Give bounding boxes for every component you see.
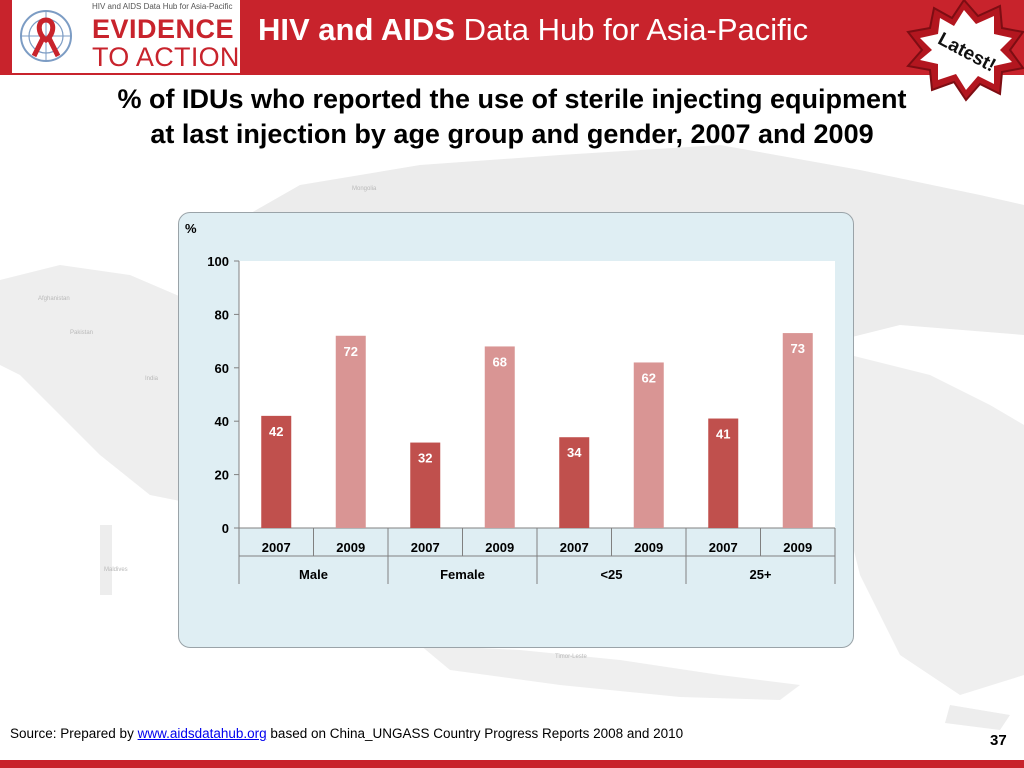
y-tick-label: 20: [215, 468, 229, 483]
header-bar: HIV and AIDS Data Hub for Asia-Pacific E…: [0, 0, 1024, 75]
x-tick-label-year: 2009: [336, 540, 365, 555]
bar: [261, 415, 292, 528]
x-tick-label-year: 2009: [485, 540, 514, 555]
x-group-label: Female: [440, 567, 485, 582]
source-prefix: Source: Prepared by: [10, 726, 138, 741]
map-label-india: India: [145, 376, 159, 382]
x-tick-label-year: 2007: [262, 540, 291, 555]
x-tick-label-year: 2009: [783, 540, 812, 555]
slide-title-line1: % of IDUs who reported the use of steril…: [117, 84, 907, 114]
page-number: 37: [990, 732, 1007, 749]
x-group-label: Male: [299, 567, 328, 582]
source-link[interactable]: www.aidsdatahub.org: [137, 726, 267, 741]
y-tick-label: 40: [215, 414, 229, 429]
x-tick-label-year: 2007: [560, 540, 589, 555]
bar: [708, 418, 739, 528]
plot-area: [239, 261, 835, 528]
header-title-bold: HIV and AIDS: [258, 12, 455, 47]
bar: [484, 346, 515, 528]
bar-data-label: 41: [716, 427, 730, 442]
bar-data-label: 42: [269, 424, 283, 439]
map-label-mongolia: Mongolia: [352, 186, 377, 192]
slide-title: % of IDUs who reported the use of steril…: [0, 82, 1024, 152]
badge-inner-star: [920, 10, 1012, 90]
bar: [782, 333, 813, 528]
map-label-pakistan: Pakistan: [70, 330, 94, 336]
logo-to-action-text: TO ACTION: [92, 42, 240, 72]
chart-panel: % 0 20 40 60 80 100 42 2007 72 2009 32 2007 68 2009 34 2…: [178, 212, 854, 648]
slide-title-line2: at last injection by age group and gende…: [150, 119, 874, 150]
header-title-rest: Data Hub for Asia-Pacific: [463, 12, 809, 47]
bar: [410, 442, 441, 528]
un-ribbon-emblem-icon: [20, 10, 72, 62]
y-tick-label: 100: [207, 254, 229, 269]
x-group-label: 25+: [749, 567, 771, 582]
map-islands-south: [420, 645, 800, 700]
map-label-maldives: Maldives: [104, 567, 128, 573]
evidence-to-action-logo[interactable]: HIV and AIDS Data Hub for Asia-Pacific E…: [12, 0, 240, 73]
bar-data-label: 62: [642, 370, 656, 385]
bar-data-label: 68: [493, 354, 507, 369]
x-tick-label-year: 2009: [634, 540, 663, 555]
map-label-timor-leste: Timor-Leste: [555, 654, 587, 660]
y-tick-label: 0: [222, 521, 229, 536]
bar-data-label: 34: [567, 445, 582, 460]
latest-starburst-badge: Latest!: [906, 0, 1024, 102]
map-islands-maldives: [100, 525, 112, 595]
y-axis-label: %: [185, 221, 197, 236]
logo-evidence-text: EVIDENCE: [92, 14, 235, 44]
bar-data-label: 73: [791, 341, 805, 356]
x-group-label: <25: [600, 567, 622, 582]
source-note: Source: Prepared by www.aidsdatahub.org …: [10, 726, 683, 741]
logo-tagline: HIV and AIDS Data Hub for Asia-Pacific: [92, 2, 233, 11]
x-tick-label-year: 2007: [411, 540, 440, 555]
map-landmass-southeast: [840, 355, 1024, 695]
bar-data-label: 72: [344, 344, 358, 359]
header-title: HIV and AIDS Data Hub for Asia-Pacific: [258, 12, 808, 48]
map-islands-east: [945, 705, 1010, 730]
bar: [633, 362, 664, 528]
bar: [559, 437, 590, 528]
y-tick-label: 80: [215, 307, 229, 322]
bar: [335, 335, 366, 528]
x-tick-label-year: 2007: [709, 540, 738, 555]
footer-bar: [0, 760, 1024, 768]
bar-data-label: 32: [418, 451, 432, 466]
map-label-afghanistan: Afghanistan: [38, 296, 70, 302]
bar-chart: % 0 20 40 60 80 100 42 2007 72 2009 32 2007 68 2009 34 2…: [185, 221, 836, 584]
source-suffix: based on China_UNGASS Country Progress R…: [266, 726, 684, 741]
y-tick-label: 60: [215, 361, 229, 376]
